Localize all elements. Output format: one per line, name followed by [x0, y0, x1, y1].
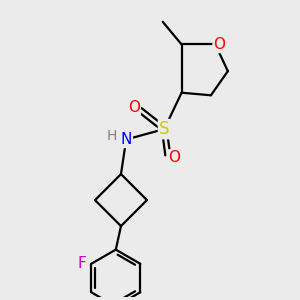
Text: O: O: [128, 100, 140, 115]
Text: O: O: [214, 37, 226, 52]
Text: H: H: [106, 129, 117, 143]
Text: S: S: [159, 120, 169, 138]
Text: O: O: [168, 150, 180, 165]
Text: N: N: [121, 132, 132, 147]
Text: F: F: [77, 256, 86, 271]
